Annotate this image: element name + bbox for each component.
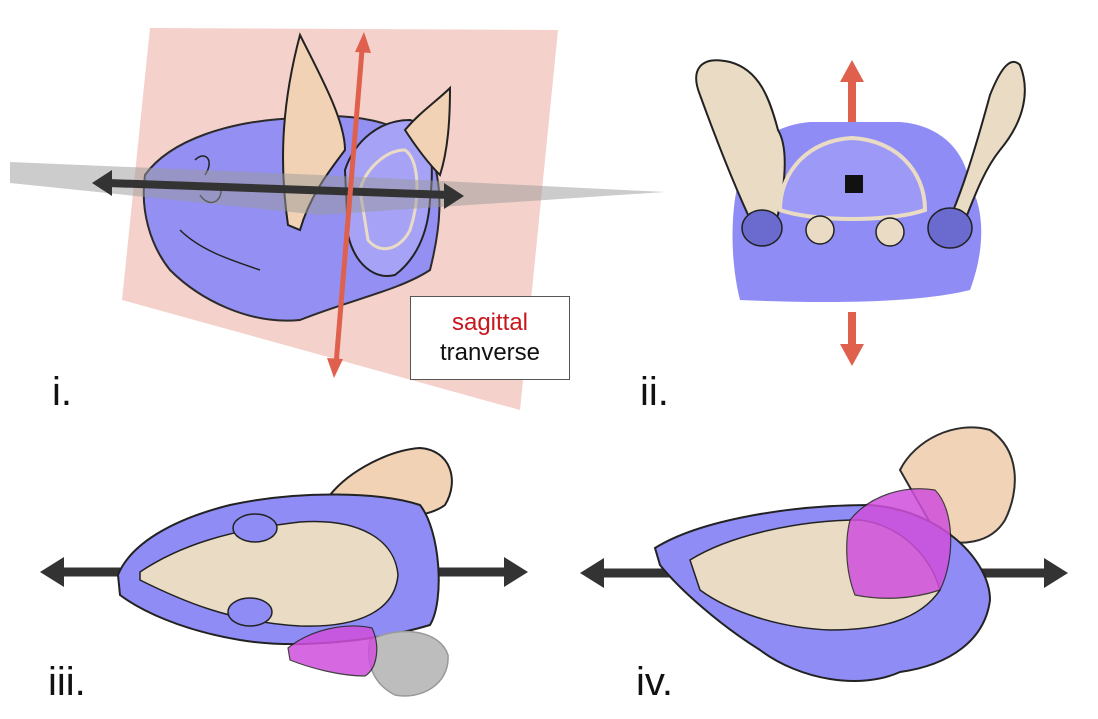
section-marker [845, 175, 863, 193]
panel-label-i: i. [52, 370, 72, 414]
right-cochlea [875, 217, 905, 247]
transverse-arrow-shaft-i [107, 179, 451, 199]
panel-label-ii: ii. [640, 370, 669, 414]
panel-iii-illustration [40, 446, 528, 697]
panel-i-illustration [10, 28, 665, 410]
sagittal-arrowhead-up-ii [840, 60, 864, 82]
ear-bottom-iii [368, 630, 449, 697]
right-ear-i [403, 85, 452, 177]
transverse-arrowhead-left-iii [40, 557, 64, 587]
sagittal-arrowhead-top-i [355, 32, 371, 53]
panel-ii-illustration [695, 59, 1026, 366]
muscle-highlight-iv [846, 488, 952, 599]
plane-legend: sagittal tranverse [410, 296, 570, 380]
left-ear-ii [695, 59, 786, 241]
legend-sagittal-label: sagittal [451, 309, 529, 336]
right-lobe-ii [927, 207, 973, 249]
panel-label-iv: iv. [636, 660, 674, 704]
left-orbit-iii [232, 513, 278, 543]
right-orbit-iii [227, 597, 273, 627]
transverse-arrowhead-left-iv [580, 558, 604, 588]
sagittal-arrow-shaft-i [333, 49, 365, 366]
transverse-arrowhead-right-i [444, 183, 464, 209]
transverse-arrowhead-right-iii [504, 557, 528, 587]
panel-label-iii: iii. [48, 660, 86, 704]
transverse-arrowhead-left-i [92, 170, 112, 196]
legend-transverse-label: tranverse [439, 339, 541, 366]
sagittal-arrowhead-bottom-i [327, 358, 343, 378]
right-ear-ii [938, 60, 1026, 247]
sagittal-arrowhead-down-ii [840, 344, 864, 366]
left-cochlea [805, 215, 835, 245]
panel-iv-illustration [580, 426, 1068, 682]
transverse-arrowhead-right-iv [1044, 558, 1068, 588]
muscle-highlight-iii [287, 625, 378, 677]
left-lobe-ii [741, 209, 783, 247]
